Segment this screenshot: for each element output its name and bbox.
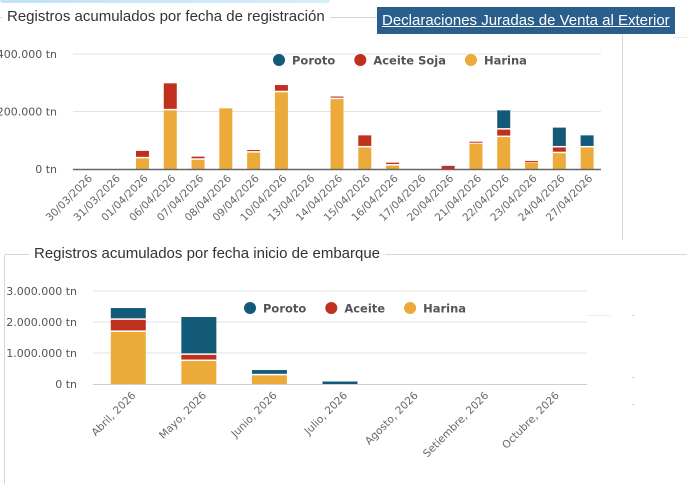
bar-aceite-soja	[135, 150, 149, 157]
bar-aceite-soja	[358, 135, 372, 146]
bar-harina	[135, 158, 149, 169]
bar-aceite-soja	[274, 85, 288, 91]
y-tick-label: 400.000 tn	[0, 48, 57, 61]
bar-aceite-soja	[469, 141, 483, 143]
legend-label-aceite: Aceite	[344, 302, 385, 316]
bar-harina	[552, 153, 566, 169]
shipment-panel-title: Registros acumulados por fecha inicio de…	[29, 245, 386, 262]
bar-aceite	[181, 354, 217, 360]
top-edge-glow	[0, 0, 330, 3]
dj-venta-exterior-link[interactable]: Declaraciones Juradas de Venta al Exteri…	[377, 7, 675, 34]
bar-harina	[525, 162, 539, 169]
legend-swatch-aceite-soja	[354, 54, 367, 66]
x-tick-label: Abril, 2026	[89, 389, 138, 438]
y-tick-label: 200.000 tn	[0, 106, 57, 119]
registration-panel-title: Registros acumulados por fecha de regist…	[2, 8, 330, 25]
legend-label-harina: Harina	[484, 54, 527, 68]
bar-poroto	[251, 370, 287, 374]
bar-aceite-soja	[552, 147, 566, 152]
legend-swatch-poroto	[273, 54, 285, 66]
bar-poroto	[552, 127, 566, 146]
bar-aceite-soja	[441, 165, 455, 169]
bar-harina	[330, 99, 344, 169]
bar-poroto	[580, 135, 594, 146]
legend-label-poroto: Poroto	[292, 54, 335, 68]
bar-aceite-soja	[330, 96, 344, 98]
y-tick-label: 0 tn	[35, 163, 57, 176]
bar-aceite	[110, 319, 146, 331]
y-tick-label: 0 tn	[55, 378, 77, 391]
bar-aceite-soja	[497, 129, 511, 136]
decor-tick	[632, 404, 635, 405]
bar-harina	[386, 165, 400, 169]
bar-aceite-soja	[163, 83, 177, 109]
bar-aceite-soja	[525, 160, 539, 162]
bar-harina	[163, 110, 177, 169]
x-tick-label: Mayo, 2026	[157, 389, 209, 441]
decor-line	[673, 37, 687, 38]
bar-aceite-soja	[386, 162, 400, 165]
x-tick-label: Octubre, 2026	[500, 389, 562, 451]
bar-harina	[358, 147, 372, 169]
x-tick-label: Julio, 2026	[302, 389, 351, 438]
bar-harina	[469, 143, 483, 169]
legend-swatch-poroto	[244, 302, 256, 314]
bar-harina	[274, 92, 288, 169]
bar-harina	[219, 108, 233, 169]
bar-poroto	[497, 110, 511, 129]
y-tick-label: 1.000.000 tn	[6, 347, 77, 360]
bar-harina	[247, 152, 261, 169]
x-tick-label: Junio, 2026	[229, 389, 280, 440]
legend-label-harina: Harina	[423, 302, 466, 316]
y-tick-label: 3.000.000 tn	[6, 285, 77, 298]
x-tick-label: Agosto, 2026	[363, 389, 421, 447]
bar-poroto	[110, 308, 146, 319]
bar-harina	[191, 159, 205, 169]
bar-aceite-soja	[191, 156, 205, 159]
bar-aceite-soja	[247, 150, 261, 152]
bar-harina	[251, 375, 287, 384]
bar-poroto	[322, 381, 358, 384]
shipment-chart: 0 tn 1.000.000 tn 2.000.000 tn 3.000.000 tn…	[6, 285, 587, 460]
legend-swatch-harina	[404, 302, 417, 314]
bar-harina	[181, 361, 217, 384]
legend-label-poroto: Poroto	[263, 302, 306, 316]
decor-tick	[632, 315, 635, 316]
legend-swatch-aceite	[325, 302, 338, 314]
decor-line	[587, 315, 611, 316]
bar-poroto	[181, 317, 217, 354]
decor-tick	[632, 377, 635, 378]
legend-label-aceite-soja: Aceite Soja	[373, 54, 446, 68]
bar-harina	[497, 137, 511, 169]
legend-swatch-harina	[464, 54, 477, 66]
bar-harina	[110, 331, 146, 384]
y-tick-label: 2.000.000 tn	[6, 316, 77, 329]
bar-harina	[580, 147, 594, 169]
x-tick-label: Setiembre, 2026	[421, 389, 492, 460]
